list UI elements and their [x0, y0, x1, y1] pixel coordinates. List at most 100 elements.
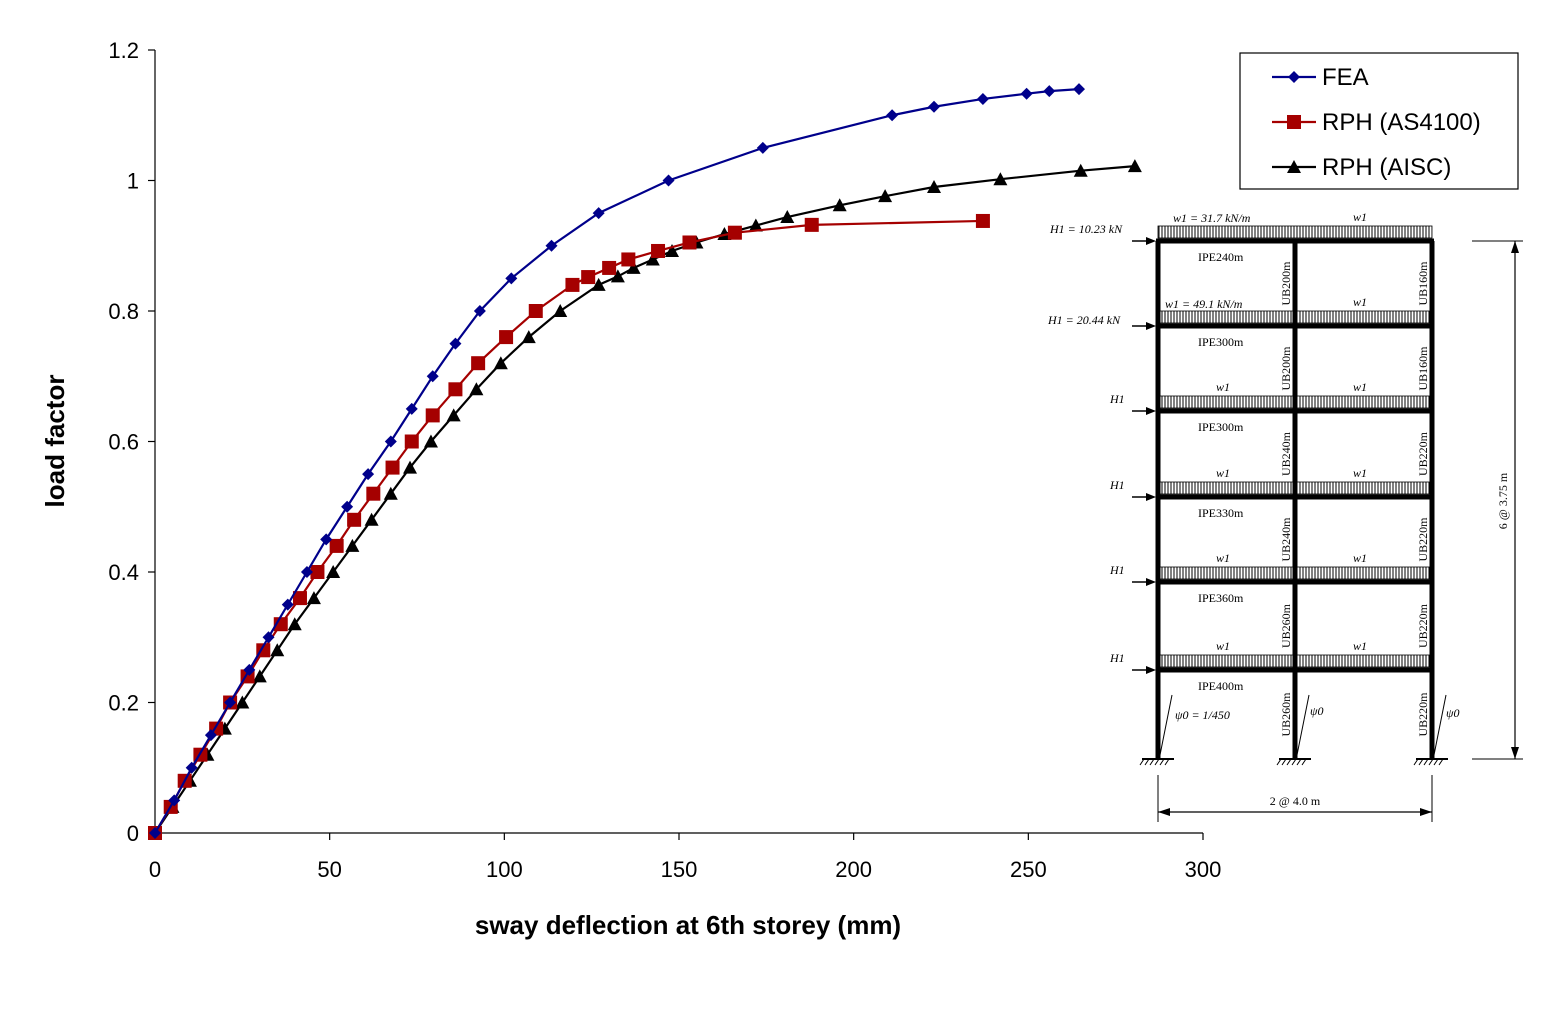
data-point: [185, 761, 198, 774]
data-point: [602, 260, 617, 275]
data-point: [204, 729, 217, 742]
frame-support-hatch: [1423, 758, 1429, 766]
frame-beam-section: IPE330m: [1198, 506, 1244, 520]
frame-udl-load: [1157, 310, 1433, 324]
data-point: [581, 270, 596, 285]
data-point: [341, 500, 354, 513]
data-point: [727, 225, 742, 240]
frame-w1-label: w1: [1353, 380, 1367, 394]
x-tick-label: 50: [317, 857, 341, 882]
frame-support-hatch: [1418, 758, 1424, 766]
frame-w1-label: w1: [1216, 466, 1230, 480]
data-point: [473, 305, 486, 317]
frame-arrowhead: [1146, 322, 1156, 330]
data-point: [1020, 87, 1033, 100]
data-point: [300, 566, 313, 578]
data-point: [493, 356, 508, 370]
frame-h-second-label: H1 = 20.44 kN: [1047, 313, 1121, 327]
x-tick-label: 100: [486, 857, 523, 882]
frame-dimension-arrow: [1158, 808, 1170, 816]
data-point: [235, 695, 250, 709]
data-point: [993, 172, 1008, 186]
y-tick-label: 1.2: [108, 38, 139, 63]
frame-middle-column-section: UB240m: [1279, 431, 1293, 476]
frame-udl-load: [1157, 225, 1433, 239]
frame-w1-label: w1: [1216, 380, 1230, 394]
data-point: [347, 512, 362, 527]
data-point: [927, 180, 942, 194]
data-point: [553, 304, 568, 317]
legend-marker: [1288, 71, 1300, 83]
data-point: [521, 330, 536, 344]
y-axis-title: load factor: [40, 375, 70, 508]
series-diamond: [149, 83, 1085, 839]
frame-right-column-section: UB220m: [1416, 603, 1430, 648]
legend-marker: [1287, 160, 1301, 173]
data-point: [878, 189, 893, 203]
frame-support-hatch: [1154, 758, 1160, 766]
data-point: [832, 198, 847, 212]
frame-right-column-section: UB160m: [1416, 346, 1430, 391]
series-line: [154, 88, 1080, 834]
frame-arrowhead: [1146, 237, 1156, 245]
frame-w1-label: w1: [1353, 551, 1367, 565]
frame-w1-label: w1: [1353, 295, 1367, 309]
series-line: [154, 165, 1135, 834]
frame-support-hatch: [1286, 758, 1292, 766]
data-point: [471, 356, 486, 371]
frame-support-hatch: [1144, 758, 1150, 766]
frame-dimension-arrow: [1511, 747, 1519, 759]
frame-middle-column-section: UB260m: [1279, 603, 1293, 648]
data-point: [665, 243, 680, 257]
legend-label: RPH (AISC): [1322, 154, 1451, 181]
series-line: [154, 219, 983, 834]
frame-top-load-label: w1 = 31.7 kN/m: [1173, 211, 1251, 225]
frame-support-hatch: [1438, 758, 1444, 766]
frame-h-label: H1: [1109, 392, 1125, 406]
frame-beam-section: IPE240m: [1198, 250, 1244, 264]
frame-right-column-section: UB160m: [1416, 261, 1430, 306]
legend: FEA RPH (AS4100) RPH (AISC): [1239, 52, 1519, 190]
frame-w1-label: w1: [1353, 639, 1367, 653]
data-point: [651, 243, 666, 258]
frame-psi-label-middle: ψ0: [1310, 704, 1323, 718]
frame-support-hatch: [1428, 758, 1434, 766]
frame-middle-column-section: UB260m: [1279, 692, 1293, 737]
data-point: [310, 565, 325, 579]
data-point: [306, 591, 321, 605]
series-layer: [148, 83, 1142, 840]
data-point: [1127, 159, 1142, 173]
frame-udl-load: [1157, 654, 1433, 668]
frame-h-top-label: H1 = 10.23 kN: [1049, 222, 1123, 236]
data-point: [780, 210, 795, 224]
frame-floor-load-label: w1 = 49.1 kN/m: [1165, 297, 1243, 311]
frame-dimension-arrow: [1511, 241, 1519, 253]
frame-support-hatch: [1291, 758, 1297, 766]
frame-support-hatch: [1413, 758, 1419, 766]
frame-support-hatch: [1276, 758, 1282, 766]
data-point: [383, 486, 398, 500]
frame-w1-label: w1: [1353, 210, 1367, 224]
data-point: [592, 207, 605, 220]
legend-label: FEA: [1322, 64, 1369, 91]
frame-imperfection-line: [1159, 694, 1173, 756]
data-point: [252, 669, 267, 683]
data-point: [149, 827, 161, 839]
frame-width-dimension: 2 @ 4.0 m: [1270, 794, 1321, 808]
data-point: [610, 269, 625, 283]
data-point: [976, 92, 989, 105]
frame-middle-column-section: UB200m: [1279, 261, 1293, 306]
data-point: [405, 402, 418, 415]
frame-imperfection-line: [1433, 694, 1447, 756]
x-tick-label: 200: [835, 857, 872, 882]
data-point: [545, 239, 558, 252]
frame-beam-section: IPE360m: [1198, 591, 1244, 605]
data-point: [168, 794, 181, 807]
data-point: [292, 591, 307, 606]
data-point: [364, 512, 379, 526]
data-point: [426, 370, 439, 383]
frame-imperfection-line: [1296, 694, 1310, 756]
frame-support-hatch: [1301, 758, 1307, 766]
frame-arrowhead: [1146, 578, 1156, 586]
data-point: [682, 235, 697, 250]
